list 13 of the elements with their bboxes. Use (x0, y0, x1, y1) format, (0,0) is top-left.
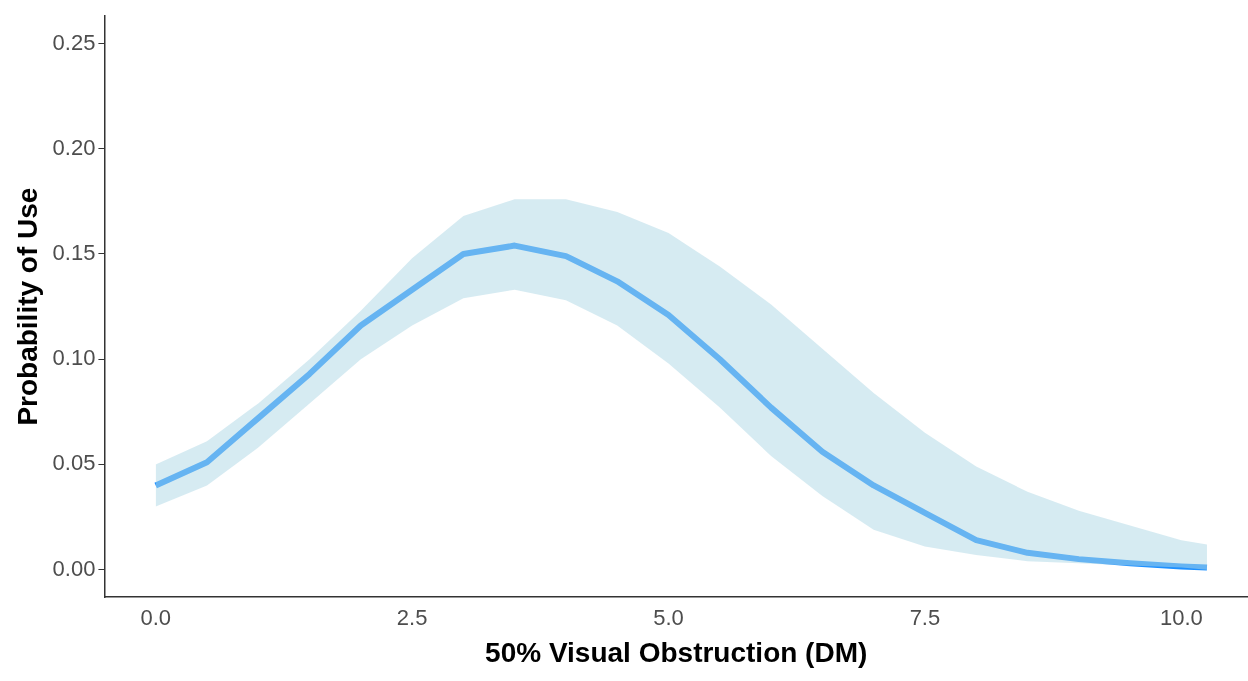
x-tick-label: 10.0 (1159, 605, 1203, 631)
y-tick-label: 0.00 (52, 555, 96, 581)
x-tick-label: 7.5 (909, 605, 941, 631)
y-tick-label: 0.15 (52, 240, 96, 266)
y-axis-title: Probability of Use (11, 187, 43, 426)
y-tick-label: 0.20 (52, 134, 96, 160)
y-tick-label: 0.25 (52, 29, 96, 55)
x-axis-title: 50% Visual Obstruction (DM) (485, 636, 868, 668)
x-tick-label: 2.5 (396, 605, 428, 631)
y-tick-label: 0.10 (52, 345, 96, 371)
x-tick-label: 5.0 (653, 605, 684, 631)
y-tick-label: 0.05 (52, 450, 96, 476)
x-tick-label: 0.0 (140, 605, 171, 631)
